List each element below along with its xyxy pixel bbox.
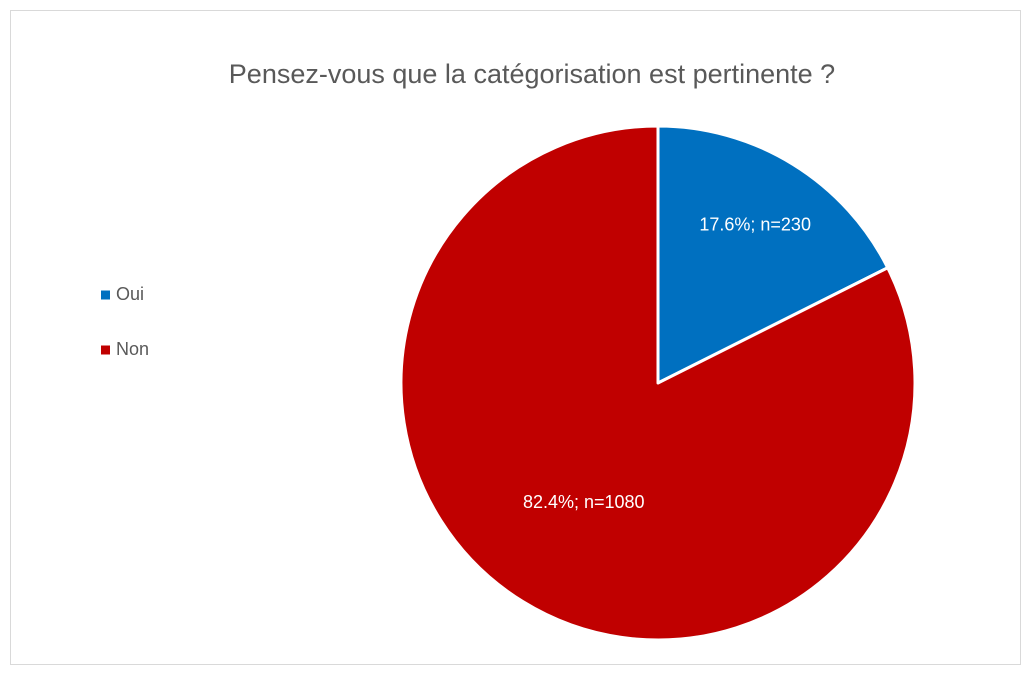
data-label: 17.6%; n=230: [699, 214, 811, 234]
legend-swatch: [101, 345, 110, 355]
data-label: 82.4%; n=1080: [523, 492, 645, 512]
chart-title: Pensez-vous que la catégorisation est pe…: [229, 59, 835, 89]
legend-swatch: [101, 290, 110, 300]
pie-slice: [399, 124, 917, 642]
legend-label: Non: [116, 339, 149, 359]
pie-slice: [656, 124, 890, 385]
legend-label: Oui: [116, 284, 144, 304]
